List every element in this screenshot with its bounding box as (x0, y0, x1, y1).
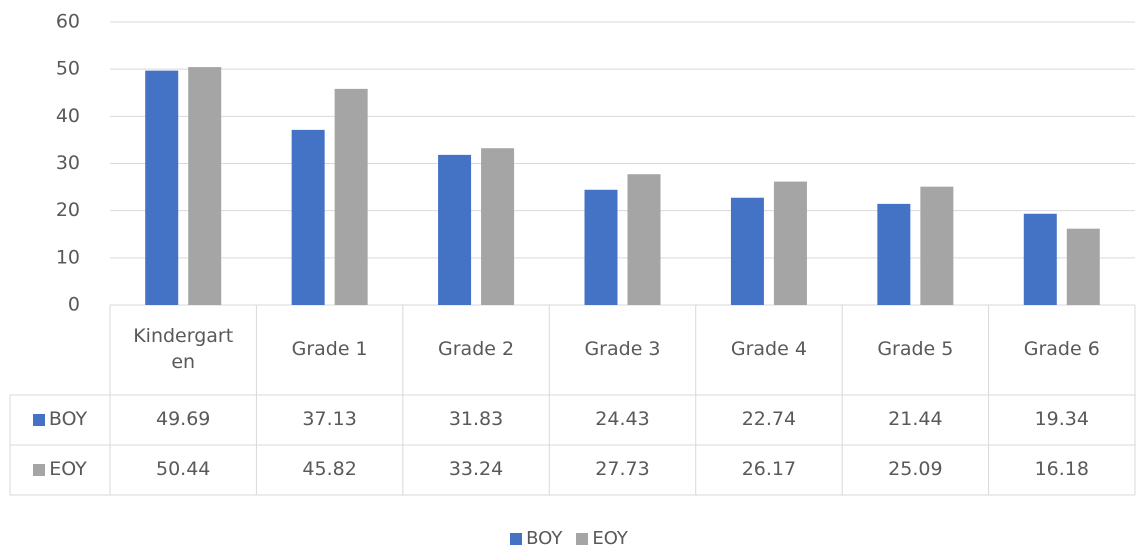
bar (627, 174, 661, 305)
y-tick-label: 40 (56, 105, 80, 127)
bar (584, 189, 618, 305)
legend-label: EOY (592, 528, 628, 549)
bar (188, 67, 222, 305)
table-value: 27.73 (595, 458, 650, 481)
legend-label: BOY (526, 528, 563, 549)
table-value: 31.83 (448, 408, 504, 431)
category-label: Grade 5 (877, 338, 954, 361)
table-value: 24.43 (595, 408, 650, 431)
table-value: 49.69 (156, 408, 211, 431)
y-tick-label: 20 (56, 199, 80, 221)
category-label: Grade 4 (730, 338, 807, 361)
y-tick-label: 50 (56, 58, 80, 80)
table-header-cell: Grade 2 (403, 305, 549, 395)
legend-key (576, 532, 589, 545)
bar (1066, 228, 1100, 305)
legend-key (510, 532, 523, 545)
y-tick-label: 30 (56, 152, 80, 174)
table-header-cell: Kindergarten (110, 305, 256, 395)
bar (730, 197, 764, 305)
y-tick-label: 60 (56, 11, 80, 33)
bar (920, 186, 954, 305)
legend-item: BOY (510, 528, 562, 549)
table-row-header: EOY (10, 445, 110, 495)
table-header-cell: Grade 3 (549, 305, 695, 395)
table-value: 26.17 (741, 458, 797, 481)
bar (481, 148, 515, 305)
bar (145, 70, 179, 305)
series-name: BOY (48, 408, 88, 431)
legend-item: EOY (576, 528, 628, 549)
table-header-cell: Grade 6 (989, 305, 1135, 395)
table-value: 45.82 (302, 458, 357, 481)
bar (334, 88, 368, 306)
table-value: 19.34 (1034, 408, 1089, 431)
legend-key (32, 414, 45, 426)
table-header-cell: Grade 5 (842, 305, 988, 395)
bar (291, 129, 325, 305)
table-value: 21.44 (888, 408, 943, 431)
bar (438, 154, 472, 305)
y-tick-label: 0 (68, 294, 80, 316)
category-label: Grade 2 (438, 338, 515, 361)
table-value: 22.74 (741, 408, 797, 431)
legend: BOY EOY (0, 528, 1138, 549)
category-label: Kindergarten (133, 325, 234, 373)
category-label: Grade 3 (584, 338, 661, 361)
table-value: 37.13 (302, 408, 357, 431)
legend-key (33, 464, 46, 476)
table-header-cell: Grade 1 (256, 305, 402, 395)
category-label: Grade 6 (1023, 338, 1100, 361)
table-value: 16.18 (1034, 458, 1089, 481)
bar (1023, 213, 1057, 305)
category-label: Grade 1 (291, 338, 368, 361)
series-name: EOY (49, 458, 87, 481)
table-header-cell: Grade 4 (696, 305, 842, 395)
y-tick-label: 10 (56, 246, 80, 268)
table-value: 50.44 (156, 458, 211, 481)
table-row-header: BOY (10, 395, 110, 445)
table-value: 33.24 (448, 458, 504, 481)
table-value: 25.09 (888, 458, 943, 481)
bar (877, 203, 911, 305)
bar (773, 181, 807, 305)
